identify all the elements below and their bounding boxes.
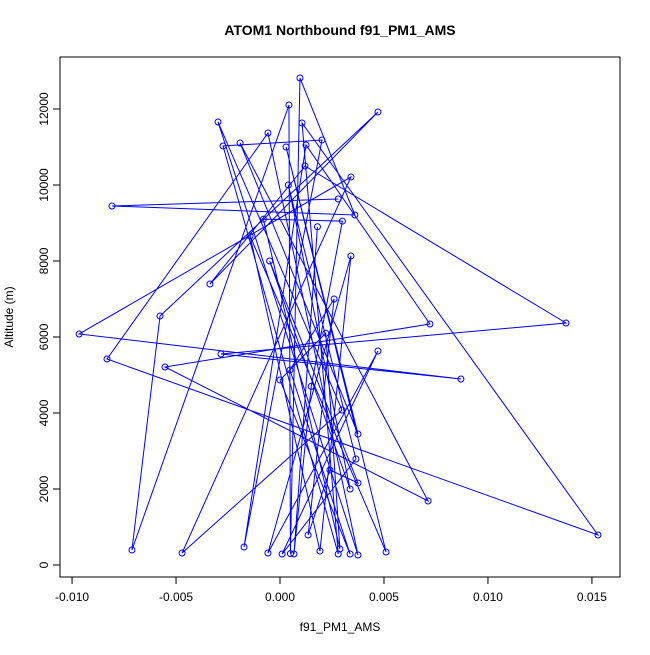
data-point xyxy=(318,136,326,144)
chart-title: ATOM1 Northbound f91_PM1_AMS xyxy=(224,22,455,38)
data-point xyxy=(206,280,214,288)
data-point xyxy=(302,141,310,149)
data-point xyxy=(259,215,267,223)
data-point xyxy=(374,347,382,355)
y-tick-label: 12000 xyxy=(37,92,51,126)
data-point xyxy=(594,531,602,539)
data-point xyxy=(347,252,355,260)
y-tick-label: 6000 xyxy=(37,323,51,350)
data-point xyxy=(285,101,293,109)
y-tick-label: 0 xyxy=(37,561,51,568)
data-point xyxy=(336,545,344,553)
data-point xyxy=(347,173,355,181)
data-point xyxy=(103,355,111,363)
data-point xyxy=(264,129,272,137)
y-tick-label: 8000 xyxy=(37,247,51,274)
x-tick-label: -0.005 xyxy=(159,590,193,604)
data-point xyxy=(351,211,359,219)
data-point xyxy=(338,406,346,414)
data-point xyxy=(354,551,362,559)
data-point xyxy=(282,143,290,151)
x-tick-label: 0.000 xyxy=(265,590,295,604)
data-point xyxy=(330,295,338,303)
data-point xyxy=(457,375,465,383)
data-point xyxy=(156,312,164,320)
data-point xyxy=(313,223,321,231)
data-point xyxy=(338,217,346,225)
data-point xyxy=(178,549,186,557)
y-tick-label: 2000 xyxy=(37,475,51,502)
x-tick-label: 0.005 xyxy=(369,590,399,604)
data-point xyxy=(334,195,342,203)
data-point xyxy=(266,257,274,265)
data-point xyxy=(346,550,354,558)
data-point xyxy=(108,202,116,210)
data-point xyxy=(322,329,330,337)
series-line xyxy=(77,77,600,556)
data-point xyxy=(246,232,254,240)
data-point xyxy=(426,320,434,328)
data-point xyxy=(334,550,342,558)
data-point xyxy=(128,546,136,554)
data-point xyxy=(75,330,83,338)
y-tick-label: 4000 xyxy=(37,399,51,426)
data-point xyxy=(307,382,315,390)
data-point xyxy=(219,142,227,150)
data-point xyxy=(424,497,432,505)
y-tick-label: 10000 xyxy=(37,168,51,202)
data-point xyxy=(304,531,312,539)
data-point xyxy=(296,74,304,82)
data-point xyxy=(326,466,334,474)
data-point xyxy=(374,108,382,116)
data-point xyxy=(286,550,294,558)
data-point xyxy=(217,350,225,358)
data-point xyxy=(301,162,309,170)
y-axis-label: Altitude (m) xyxy=(2,286,16,347)
data-point xyxy=(284,181,292,189)
data-point xyxy=(354,430,362,438)
data-point xyxy=(352,455,360,463)
data-point xyxy=(264,549,272,557)
data-point xyxy=(298,119,306,127)
data-point xyxy=(278,550,286,558)
data-point xyxy=(346,485,354,493)
x-tick-label: 0.015 xyxy=(577,590,607,604)
x-tick-label: -0.010 xyxy=(55,590,89,604)
data-point xyxy=(316,547,324,555)
data-point xyxy=(161,363,169,371)
data-point xyxy=(276,376,284,384)
data-point xyxy=(240,543,248,551)
data-point xyxy=(382,548,390,556)
data-point xyxy=(236,139,244,147)
data-point xyxy=(286,366,294,374)
x-axis-label: f91_PM1_AMS xyxy=(300,620,381,634)
data-point xyxy=(354,479,362,487)
x-tick-label: 0.010 xyxy=(473,590,503,604)
data-point xyxy=(290,550,298,558)
data-point xyxy=(562,319,570,327)
data-point xyxy=(214,118,222,126)
plot-box xyxy=(59,56,621,578)
